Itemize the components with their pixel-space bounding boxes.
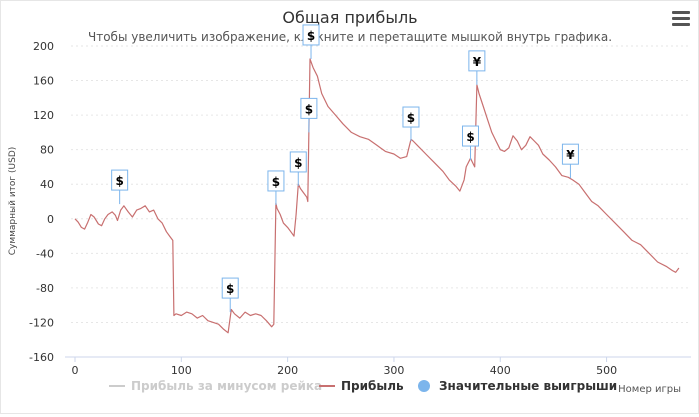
- win-flag-label: $: [294, 156, 302, 170]
- win-flag-label: $: [466, 130, 474, 144]
- x-tick-label: 100: [171, 364, 192, 377]
- x-tick-label: 300: [383, 364, 404, 377]
- x-tick-label: 0: [72, 364, 79, 377]
- win-flag-label: $: [307, 29, 315, 43]
- win-flag-box: [267, 170, 285, 192]
- legend-label: Значительные выигрыши: [439, 379, 617, 393]
- win-flag-label: $: [305, 102, 313, 116]
- win-flag: $: [289, 151, 307, 186]
- win-flag-label: $: [226, 282, 234, 296]
- win-flag-label: ¥: [473, 55, 482, 69]
- y-tick-label: -40: [36, 247, 54, 260]
- win-flag-box: [302, 24, 320, 46]
- win-flag-box: [221, 277, 239, 299]
- win-flag-box: [468, 50, 486, 72]
- win-flag-box: [561, 143, 579, 165]
- win-flag-box: [300, 97, 318, 119]
- profit-series-line: [74, 58, 680, 334]
- x-axis-label: Номер игры: [618, 384, 681, 395]
- win-flag-label: $: [115, 174, 123, 188]
- win-flag: ¥: [561, 143, 579, 179]
- win-flag-box: [289, 151, 307, 173]
- y-tick-label: 80: [40, 144, 54, 157]
- win-flag-label: $: [272, 175, 280, 189]
- win-flag-box: [111, 169, 129, 191]
- hamburger-menu-icon[interactable]: [670, 11, 692, 31]
- y-tick-label: -80: [36, 282, 54, 295]
- chart-title: Общая прибыль: [282, 8, 417, 27]
- y-tick-label: 160: [33, 75, 54, 88]
- x-tick-label: 400: [490, 364, 511, 377]
- y-tick-label: 120: [33, 109, 54, 122]
- legend-label: Прибыль за минусом рейка: [131, 379, 322, 393]
- win-flag: $: [302, 24, 320, 59]
- win-flag: ¥: [468, 50, 486, 85]
- y-axis-label: Суммарный итог (USD): [8, 147, 18, 256]
- y-tick-label: -120: [29, 316, 54, 329]
- x-tick-label: 500: [596, 364, 617, 377]
- win-flag: $: [300, 97, 318, 133]
- win-flag-box: [402, 106, 420, 128]
- legend-label: Прибыль: [341, 379, 404, 393]
- win-flag: $: [461, 125, 479, 161]
- legend-symbol: [418, 380, 430, 392]
- y-tick-label: -160: [29, 351, 54, 364]
- legend-item[interactable]: Прибыль: [319, 379, 404, 393]
- legend-item[interactable]: Прибыль за минусом рейка: [109, 379, 322, 393]
- win-flag: $: [111, 169, 129, 205]
- x-tick-label: 200: [277, 364, 298, 377]
- win-flag: $: [267, 170, 285, 205]
- win-flag-label: ¥: [566, 148, 575, 162]
- legend-item[interactable]: Значительные выигрыши: [418, 379, 617, 393]
- y-tick-label: 200: [33, 40, 54, 53]
- win-flag-label: $: [407, 111, 415, 125]
- y-tick-label: 40: [40, 178, 54, 191]
- y-tick-label: 0: [47, 213, 54, 226]
- win-flag: $: [402, 106, 420, 142]
- win-flag-box: [461, 125, 479, 147]
- chart-subtitle: Чтобы увеличить изображение, кликните и …: [88, 30, 612, 44]
- win-flag: $: [221, 277, 239, 313]
